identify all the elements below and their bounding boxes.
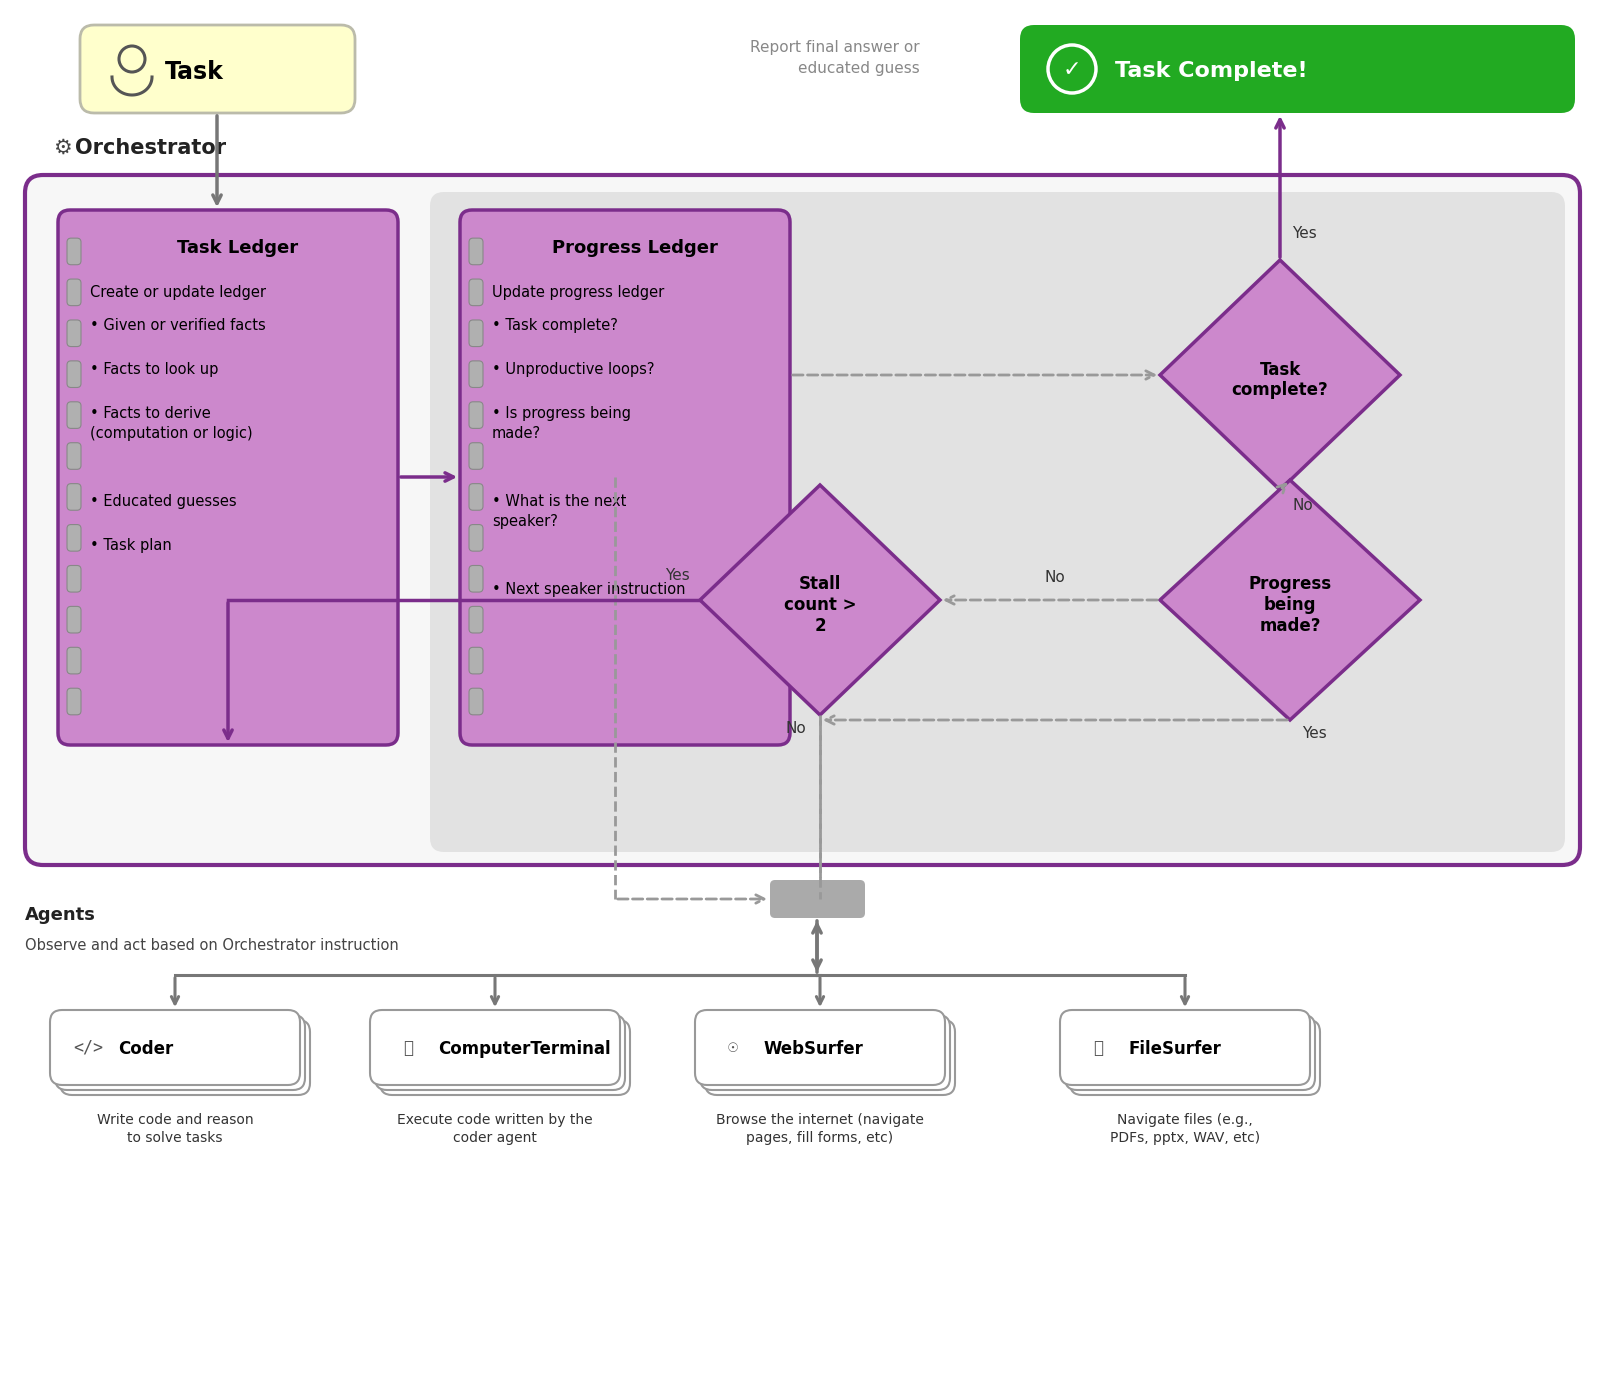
FancyBboxPatch shape bbox=[67, 524, 82, 551]
Text: FileSurfer: FileSurfer bbox=[1128, 1040, 1221, 1059]
Text: • Unproductive loops?: • Unproductive loops? bbox=[493, 362, 654, 377]
FancyBboxPatch shape bbox=[67, 566, 82, 593]
FancyBboxPatch shape bbox=[1059, 1010, 1310, 1085]
FancyBboxPatch shape bbox=[469, 524, 483, 551]
Text: Update progress ledger: Update progress ledger bbox=[493, 285, 664, 300]
Text: Write code and reason
to solve tasks: Write code and reason to solve tasks bbox=[96, 1113, 253, 1145]
FancyBboxPatch shape bbox=[430, 192, 1565, 853]
Text: ☉: ☉ bbox=[728, 1039, 738, 1057]
Polygon shape bbox=[1160, 260, 1400, 490]
FancyBboxPatch shape bbox=[374, 1015, 626, 1091]
Text: </>: </> bbox=[74, 1039, 102, 1057]
Text: ComputerTerminal: ComputerTerminal bbox=[438, 1040, 611, 1059]
Text: Report final answer or
educated guess: Report final answer or educated guess bbox=[750, 40, 920, 77]
Text: • Facts to look up: • Facts to look up bbox=[90, 362, 218, 377]
FancyBboxPatch shape bbox=[1066, 1015, 1315, 1091]
Text: ⌖: ⌖ bbox=[403, 1039, 413, 1057]
FancyBboxPatch shape bbox=[67, 442, 82, 469]
Text: Execute code written by the
coder agent: Execute code written by the coder agent bbox=[397, 1113, 594, 1145]
Text: No: No bbox=[786, 721, 806, 736]
Text: • Given or verified facts: • Given or verified facts bbox=[90, 319, 266, 332]
Polygon shape bbox=[1160, 480, 1421, 721]
FancyBboxPatch shape bbox=[67, 402, 82, 428]
Text: Browse the internet (navigate
pages, fill forms, etc): Browse the internet (navigate pages, fil… bbox=[717, 1113, 923, 1145]
FancyBboxPatch shape bbox=[694, 1010, 946, 1085]
FancyBboxPatch shape bbox=[469, 238, 483, 264]
FancyBboxPatch shape bbox=[469, 689, 483, 715]
FancyBboxPatch shape bbox=[469, 402, 483, 428]
Text: Task Ledger: Task Ledger bbox=[178, 239, 299, 257]
FancyBboxPatch shape bbox=[80, 25, 355, 113]
Text: Agents: Agents bbox=[26, 906, 96, 924]
Text: ⎙: ⎙ bbox=[1093, 1039, 1102, 1057]
Text: Task: Task bbox=[165, 60, 224, 83]
FancyBboxPatch shape bbox=[67, 320, 82, 346]
Text: Coder: Coder bbox=[118, 1040, 173, 1059]
FancyBboxPatch shape bbox=[469, 566, 483, 593]
FancyBboxPatch shape bbox=[61, 1020, 310, 1095]
FancyBboxPatch shape bbox=[770, 881, 866, 918]
Text: Stall
count >
2: Stall count > 2 bbox=[784, 576, 856, 634]
Text: • Task plan: • Task plan bbox=[90, 538, 171, 554]
FancyBboxPatch shape bbox=[469, 320, 483, 346]
Text: WebSurfer: WebSurfer bbox=[763, 1040, 862, 1059]
Text: • Facts to derive
(computation or logic): • Facts to derive (computation or logic) bbox=[90, 406, 253, 441]
FancyBboxPatch shape bbox=[67, 484, 82, 510]
Text: Orchestrator: Orchestrator bbox=[75, 138, 226, 159]
FancyBboxPatch shape bbox=[58, 210, 398, 746]
Text: ✓: ✓ bbox=[1062, 60, 1082, 81]
Polygon shape bbox=[701, 485, 941, 715]
FancyBboxPatch shape bbox=[381, 1020, 630, 1095]
FancyBboxPatch shape bbox=[469, 647, 483, 673]
Text: Yes: Yes bbox=[1302, 726, 1326, 741]
Text: Task
complete?: Task complete? bbox=[1232, 360, 1328, 399]
FancyBboxPatch shape bbox=[67, 647, 82, 673]
FancyBboxPatch shape bbox=[1021, 25, 1574, 113]
FancyBboxPatch shape bbox=[469, 442, 483, 469]
Text: Yes: Yes bbox=[1293, 225, 1317, 241]
FancyBboxPatch shape bbox=[1070, 1020, 1320, 1095]
Text: • Next speaker instruction: • Next speaker instruction bbox=[493, 581, 685, 597]
FancyBboxPatch shape bbox=[67, 689, 82, 715]
FancyBboxPatch shape bbox=[26, 175, 1581, 865]
FancyBboxPatch shape bbox=[370, 1010, 621, 1085]
FancyBboxPatch shape bbox=[461, 210, 790, 746]
Text: • Task complete?: • Task complete? bbox=[493, 319, 618, 332]
Text: Yes: Yes bbox=[666, 568, 690, 583]
Text: • Educated guesses: • Educated guesses bbox=[90, 494, 237, 509]
FancyBboxPatch shape bbox=[469, 360, 483, 388]
FancyBboxPatch shape bbox=[67, 238, 82, 264]
Text: Progress
being
made?: Progress being made? bbox=[1248, 576, 1331, 634]
Text: Task Complete!: Task Complete! bbox=[1115, 61, 1307, 81]
FancyBboxPatch shape bbox=[469, 280, 483, 306]
FancyBboxPatch shape bbox=[67, 360, 82, 388]
Text: No: No bbox=[1293, 498, 1312, 513]
FancyBboxPatch shape bbox=[50, 1010, 301, 1085]
FancyBboxPatch shape bbox=[469, 484, 483, 510]
FancyBboxPatch shape bbox=[54, 1015, 306, 1091]
Text: Progress Ledger: Progress Ledger bbox=[552, 239, 718, 257]
Text: • What is the next
speaker?: • What is the next speaker? bbox=[493, 494, 626, 529]
Text: No: No bbox=[1045, 570, 1066, 586]
Text: Create or update ledger: Create or update ledger bbox=[90, 285, 266, 300]
FancyBboxPatch shape bbox=[67, 606, 82, 633]
Text: Navigate files (e.g.,
PDFs, pptx, WAV, etc): Navigate files (e.g., PDFs, pptx, WAV, e… bbox=[1110, 1113, 1261, 1145]
FancyBboxPatch shape bbox=[67, 280, 82, 306]
Text: • Is progress being
made?: • Is progress being made? bbox=[493, 406, 630, 441]
Text: ⚙: ⚙ bbox=[53, 138, 72, 159]
Text: Observe and act based on Orchestrator instruction: Observe and act based on Orchestrator in… bbox=[26, 938, 398, 953]
FancyBboxPatch shape bbox=[706, 1020, 955, 1095]
FancyBboxPatch shape bbox=[469, 606, 483, 633]
FancyBboxPatch shape bbox=[701, 1015, 950, 1091]
